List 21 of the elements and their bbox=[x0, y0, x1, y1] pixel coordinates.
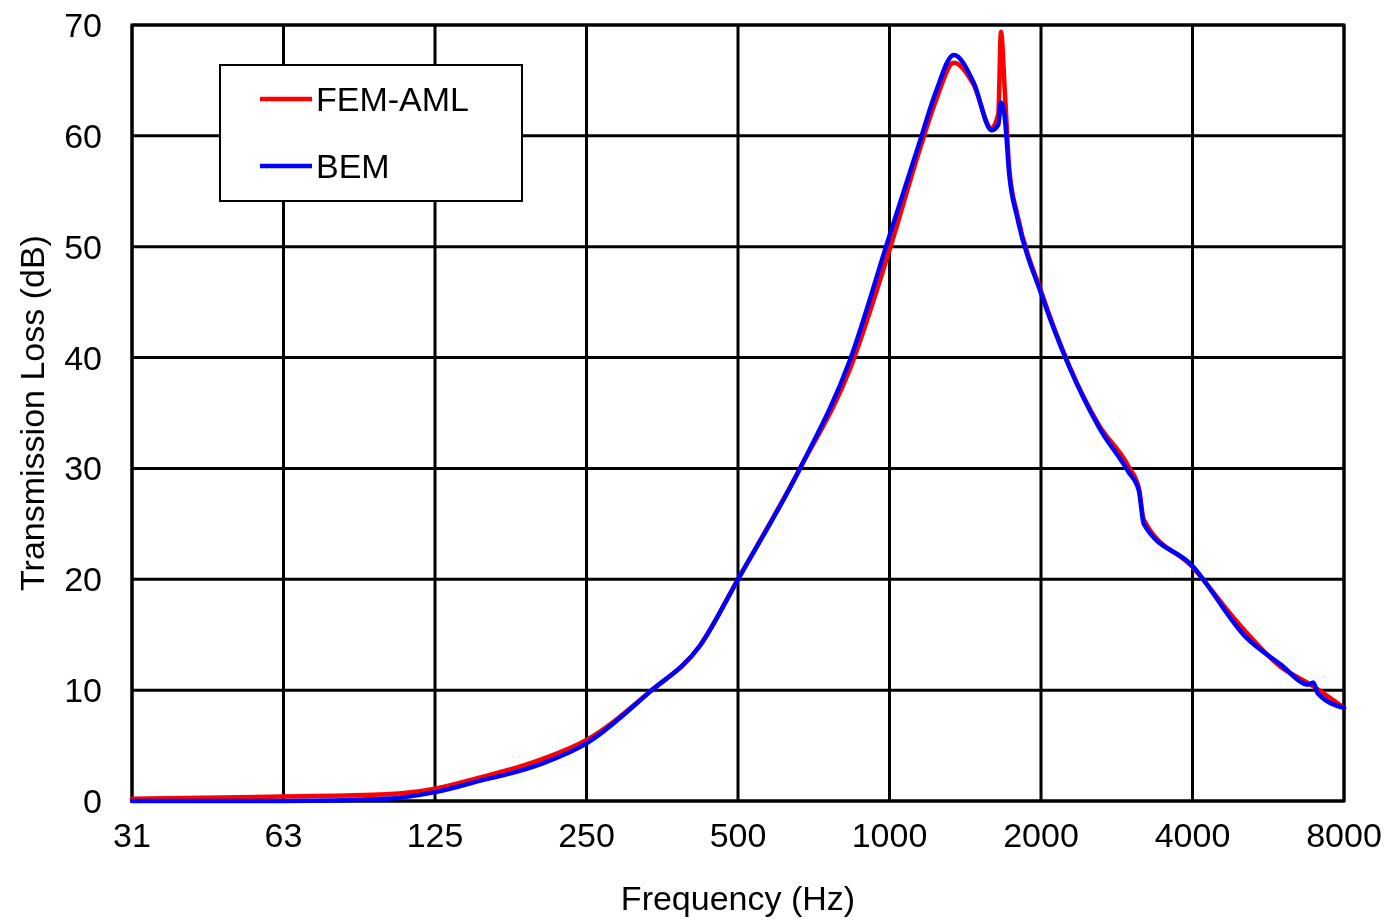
x-axis-title: Frequency (Hz) bbox=[620, 879, 856, 917]
x-tick-label: 125 bbox=[406, 816, 464, 854]
y-tick-label: 20 bbox=[64, 560, 102, 599]
y-tick-label: 0 bbox=[83, 782, 102, 820]
x-tick-label: 500 bbox=[709, 816, 767, 854]
x-tick-label: 31 bbox=[113, 816, 151, 854]
legend-label: BEM bbox=[316, 147, 390, 185]
y-tick-label: 10 bbox=[64, 671, 102, 710]
y-axis-title: Transmission Loss (dB) bbox=[13, 235, 51, 591]
x-tick-label: 63 bbox=[264, 816, 303, 854]
y-tick-label: 70 bbox=[64, 6, 102, 44]
x-tick-label: 1000 bbox=[851, 816, 928, 854]
y-tick-label: 60 bbox=[64, 116, 102, 155]
x-tick-label: 2000 bbox=[1003, 816, 1079, 854]
legend-label: FEM-AML bbox=[316, 80, 469, 118]
y-tick-label: 50 bbox=[64, 227, 102, 266]
x-tick-label: 250 bbox=[558, 816, 615, 854]
x-tick-label: 8000 bbox=[1306, 816, 1382, 854]
x-tick-label: 4000 bbox=[1154, 816, 1231, 854]
y-tick-label: 30 bbox=[64, 449, 102, 488]
y-tick-label: 40 bbox=[64, 338, 102, 377]
